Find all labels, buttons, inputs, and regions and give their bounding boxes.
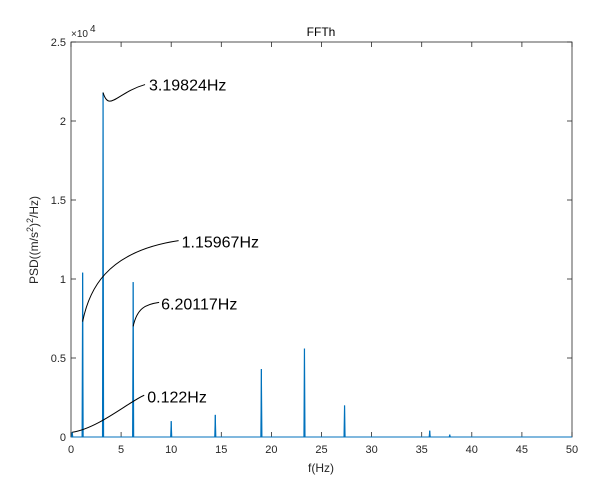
annotation-label: 0.122Hz [147,389,207,406]
annotation-layer: 3.19824Hz 1.15967Hz 6.20117Hz 0.122Hz [72,78,259,433]
x-axis-title: f(Hz) [308,461,334,475]
annotation-leader [132,301,160,327]
x-tick-label: 30 [365,444,377,456]
x-tick-label: 40 [466,444,478,456]
annotation-label: 1.15967Hz [182,235,259,252]
series-layer [71,92,572,438]
x-tick-label: 35 [416,444,428,456]
y-tick-label: 2 [60,116,66,128]
x-tick-label: 45 [516,444,528,456]
exponent-power: 4 [90,24,96,35]
y-axis-title-sup2: 2 [25,218,35,223]
annotation-label: 6.20117Hz [161,296,237,313]
y-axis-title-end: /Hz) [27,196,41,218]
exponent-label: ×10 4 [71,24,96,40]
chart-title: FFTh [307,25,336,39]
x-tick-label: 10 [165,444,177,456]
annotation-leader [72,394,145,433]
annotation-leader [102,84,146,102]
annotation-leader [82,240,179,322]
y-axis-title: PSD((m/s2)2/Hz) [25,196,41,284]
y-tick-label: 0 [60,432,66,444]
x-tick-label: 5 [118,444,124,456]
x-tick-label: 20 [265,444,277,456]
y-tick-label: 1.5 [51,195,66,207]
exponent-base: ×10 [71,29,88,40]
y-axis-title-mid: ) [27,223,41,227]
y-tick-label: 0.5 [51,353,66,365]
y-tick-label: 1 [60,274,66,286]
x-tick-label: 25 [315,444,327,456]
x-tick-label: 0 [68,444,74,456]
y-axis-title-main: PSD((m/s [27,232,41,284]
x-tick-label: 50 [566,444,578,456]
x-axis: 0 5 10 15 20 25 30 35 40 45 50 [68,42,578,456]
x-tick-label: 15 [215,444,227,456]
y-axis-title-sup1: 2 [25,227,35,232]
y-tick-label: 2.5 [51,37,66,49]
plot-area [70,41,573,438]
plot-frame [70,41,573,438]
annotation-label: 3.19824Hz [149,78,226,95]
